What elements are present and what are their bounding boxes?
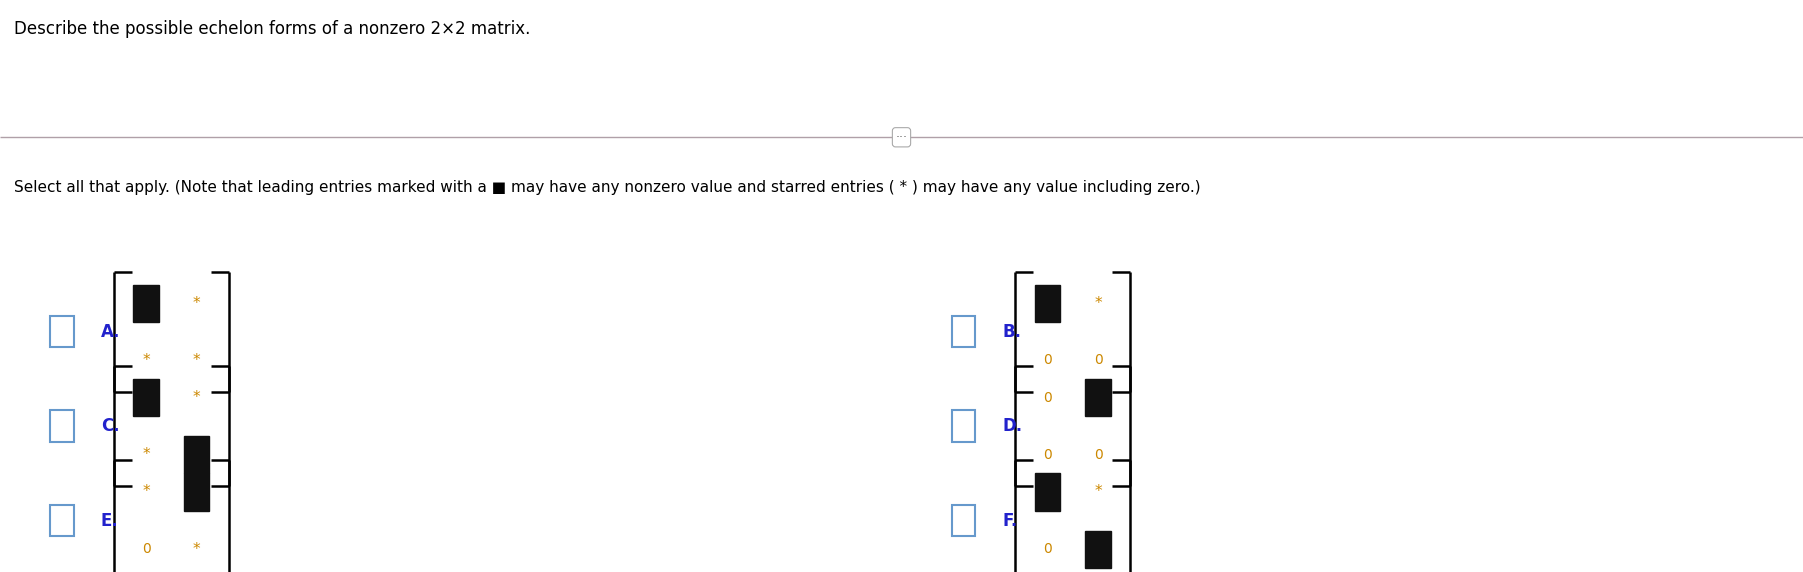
Text: 0: 0 <box>1044 353 1051 367</box>
Text: *: * <box>193 542 200 557</box>
Bar <box>133 285 159 321</box>
Bar <box>184 474 209 510</box>
Text: *: * <box>142 447 150 462</box>
Bar <box>50 316 74 348</box>
Bar <box>1035 285 1060 321</box>
Text: *: * <box>142 353 150 368</box>
Text: ···: ··· <box>896 131 907 144</box>
Bar <box>952 505 975 537</box>
Text: *: * <box>142 484 150 499</box>
Bar <box>50 505 74 537</box>
Text: 0: 0 <box>1044 391 1051 404</box>
Text: B.: B. <box>1002 323 1022 341</box>
Text: *: * <box>193 353 200 368</box>
Text: *: * <box>1094 484 1102 499</box>
Bar <box>184 436 209 474</box>
Text: 0: 0 <box>1094 353 1102 367</box>
Text: 0: 0 <box>1094 448 1102 462</box>
Bar <box>952 411 975 442</box>
Text: *: * <box>193 296 200 311</box>
Text: C.: C. <box>101 417 119 435</box>
Bar <box>1085 531 1111 567</box>
Text: Select all that apply. (Note that leading entries marked with a ■ may have any n: Select all that apply. (Note that leadin… <box>14 180 1201 195</box>
Bar <box>1035 474 1060 510</box>
Bar <box>952 316 975 348</box>
Text: 0: 0 <box>1044 448 1051 462</box>
Bar <box>50 411 74 442</box>
Text: Describe the possible echelon forms of a nonzero 2×2 matrix.: Describe the possible echelon forms of a… <box>14 20 530 38</box>
Text: 0: 0 <box>1044 542 1051 556</box>
Bar <box>133 379 159 416</box>
Text: F.: F. <box>1002 511 1017 530</box>
Text: *: * <box>193 390 200 405</box>
Text: 0: 0 <box>142 542 150 556</box>
Bar <box>1085 379 1111 416</box>
Text: D.: D. <box>1002 417 1022 435</box>
Text: E.: E. <box>101 511 119 530</box>
Text: A.: A. <box>101 323 121 341</box>
Text: *: * <box>1094 296 1102 311</box>
